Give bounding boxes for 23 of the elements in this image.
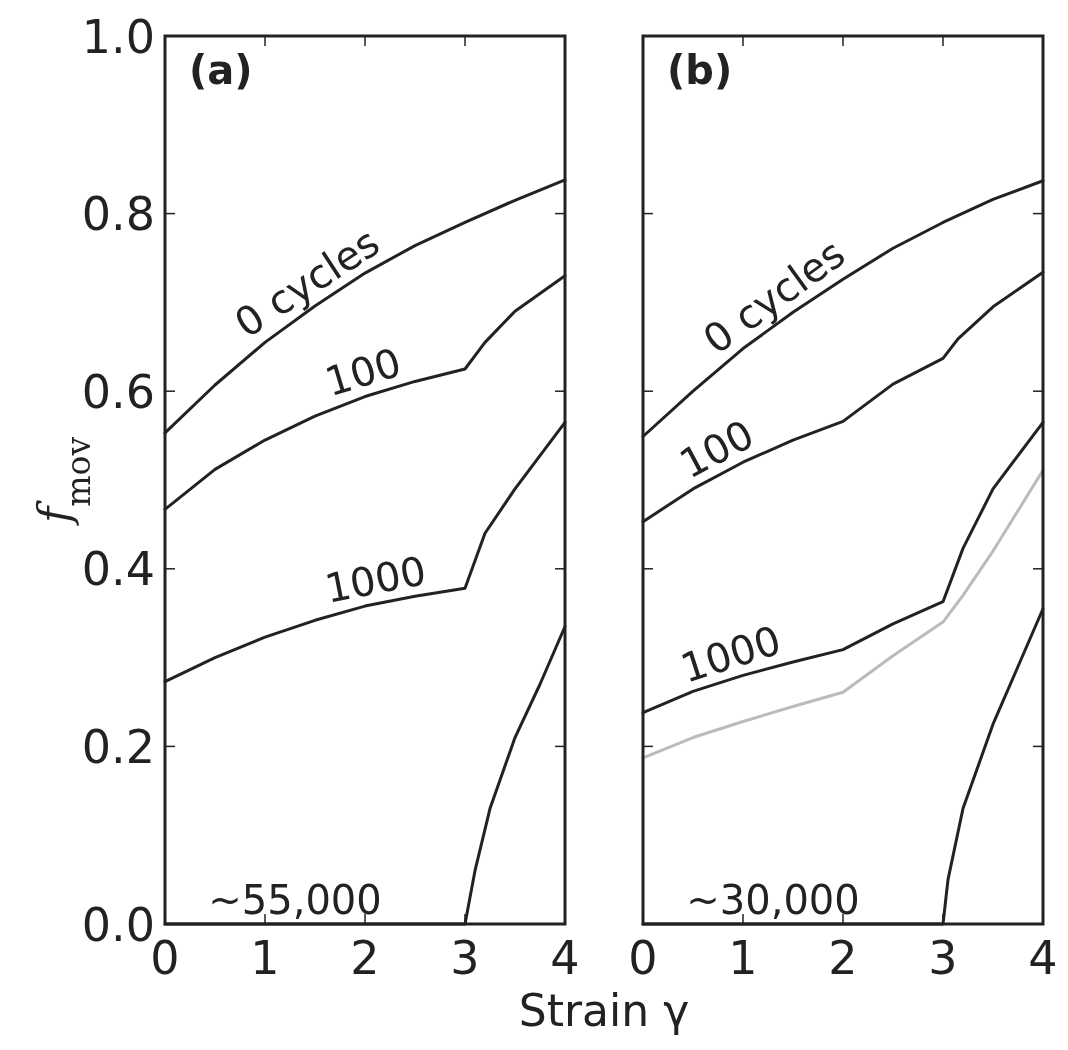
y-tick-label: 1.0 [81, 9, 155, 64]
x-tick-label: 3 [928, 931, 958, 985]
x-tick-label: 1 [250, 931, 280, 985]
y-tick-label: 0.2 [81, 719, 155, 774]
text: 100 [319, 338, 407, 406]
y-tick-label: 0.4 [81, 542, 155, 597]
x-tick-label: 2 [828, 931, 858, 985]
series-label: ~30,000 [686, 877, 860, 923]
x-tick-label: 2 [350, 931, 380, 985]
text: 1000 [675, 616, 787, 692]
y-tick-label: 0.8 [81, 187, 155, 242]
x-axis-title: Strain γ [518, 985, 690, 1036]
x-tick-label: 4 [1028, 931, 1058, 985]
y-tick-label: 0.6 [81, 364, 155, 419]
series-label: ~55,000 [208, 877, 382, 923]
chart-title: (a) [189, 47, 253, 93]
x-tick-label: 3 [450, 931, 480, 985]
text: 1000 [321, 547, 430, 612]
text: 100 [672, 410, 762, 488]
x-tick-label: 0 [628, 931, 658, 985]
chart-title: (b) [667, 47, 733, 93]
x-tick-label: 1 [728, 931, 758, 985]
x-tick-label: 4 [550, 931, 580, 985]
